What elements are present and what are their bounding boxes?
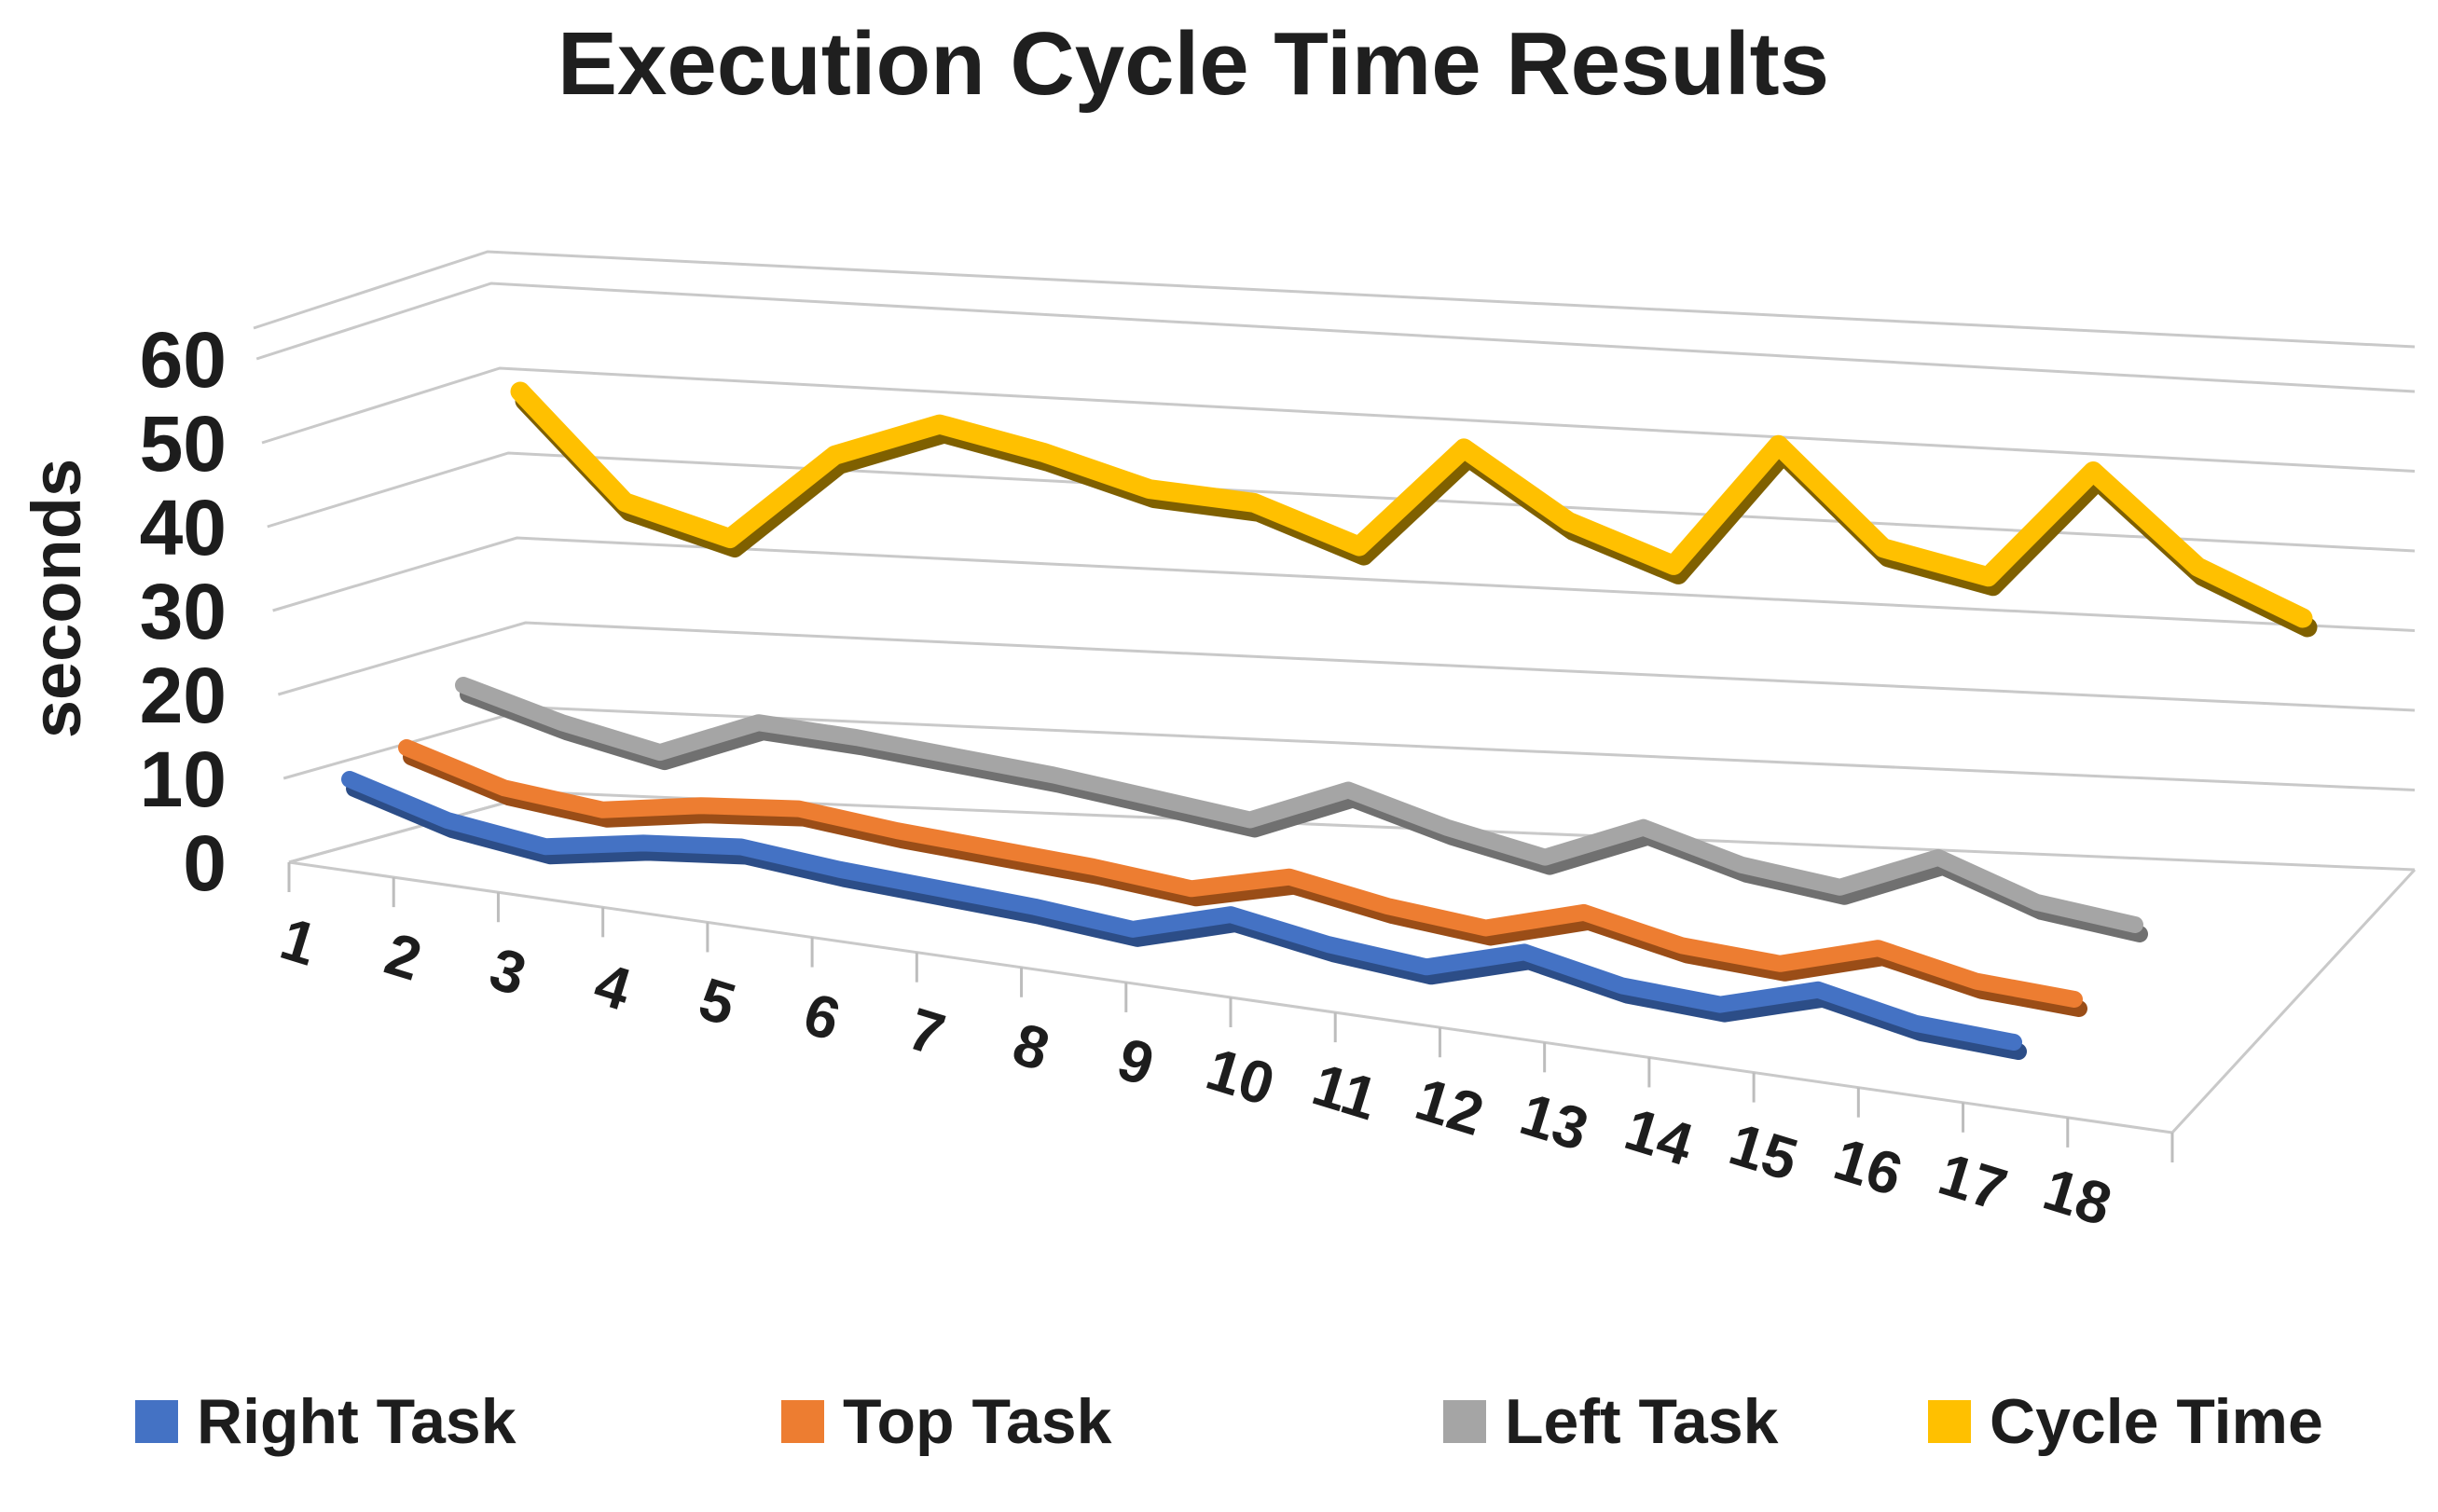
wall-top-edge xyxy=(253,250,2416,349)
x-tick-label-6: 6 xyxy=(796,980,847,1053)
legend-swatch-top-task xyxy=(781,1400,824,1443)
legend-item-right-task: Right Task xyxy=(135,1385,517,1458)
x-tick-label-10: 10 xyxy=(1199,1035,1282,1119)
x-tick-label-4: 4 xyxy=(587,950,639,1024)
x-tick-label-9: 9 xyxy=(1110,1024,1162,1098)
left-task-line-shadow xyxy=(460,686,2148,942)
legend-item-cycle-time: Cycle Time xyxy=(1928,1385,2323,1458)
legend-label-right-task: Right Task xyxy=(197,1386,517,1457)
legend-item-top-task: Top Task xyxy=(781,1385,1111,1458)
legend-label-top-task: Top Task xyxy=(843,1386,1112,1457)
legend-swatch-cycle-time xyxy=(1928,1400,1971,1443)
y-tick-label-60: 60 xyxy=(140,316,227,404)
x-tick-label-1: 1 xyxy=(273,904,324,978)
y-tick-label-20: 20 xyxy=(140,652,227,739)
gridline-20 xyxy=(277,621,2416,712)
right-task-line xyxy=(341,771,2022,1051)
gridline-30 xyxy=(272,536,2416,632)
x-tick-label-8: 8 xyxy=(1006,1010,1057,1083)
y-tick-label-0: 0 xyxy=(183,819,227,907)
x-tick-label-16: 16 xyxy=(1826,1125,1909,1209)
gridline-40 xyxy=(267,451,2416,553)
floor-right-edge xyxy=(2170,868,2417,1134)
legend-label-left-task: Left Task xyxy=(1505,1386,1779,1457)
legend-label-cycle-time: Cycle Time xyxy=(1990,1386,2323,1457)
x-tick-label-15: 15 xyxy=(1722,1110,1805,1194)
floor-left-edge xyxy=(288,790,544,864)
x-tick-label-7: 7 xyxy=(901,995,952,1068)
left-task-line xyxy=(455,677,2143,933)
x-tick-label-17: 17 xyxy=(1932,1140,2015,1224)
y-tick-label-10: 10 xyxy=(140,735,227,823)
y-axis-title: seconds xyxy=(18,458,95,739)
gridline-60 xyxy=(255,282,2416,393)
x-tick-label-3: 3 xyxy=(482,935,533,1009)
legend-swatch-left-task xyxy=(1443,1400,1486,1443)
y-tick-label-50: 50 xyxy=(140,400,227,488)
top-task-line-shadow xyxy=(403,749,2087,1017)
right-task-line-shadow xyxy=(346,780,2027,1060)
y-tick-label-30: 30 xyxy=(140,568,227,655)
x-tick-label-13: 13 xyxy=(1513,1080,1596,1164)
x-tick-label-18: 18 xyxy=(2036,1155,2119,1239)
legend-item-left-task: Left Task xyxy=(1443,1385,1778,1458)
top-task-line xyxy=(398,739,2083,1008)
y-tick-label-40: 40 xyxy=(140,484,227,571)
x-tick-label-14: 14 xyxy=(1618,1095,1701,1179)
x-tick-label-5: 5 xyxy=(692,965,743,1038)
cycle-time-line xyxy=(510,381,2313,628)
x-tick-label-11: 11 xyxy=(1305,1051,1385,1134)
chart-title: Execution Cycle Time Results xyxy=(557,14,1830,114)
legend-swatch-right-task xyxy=(135,1400,178,1443)
cycle-time-line-shadow xyxy=(515,391,2318,638)
x-tick-label-12: 12 xyxy=(1408,1065,1491,1148)
legend: Right Task Top Task Left Task Cycle Time xyxy=(0,1385,2438,1488)
x-tick-label-2: 2 xyxy=(378,919,429,993)
